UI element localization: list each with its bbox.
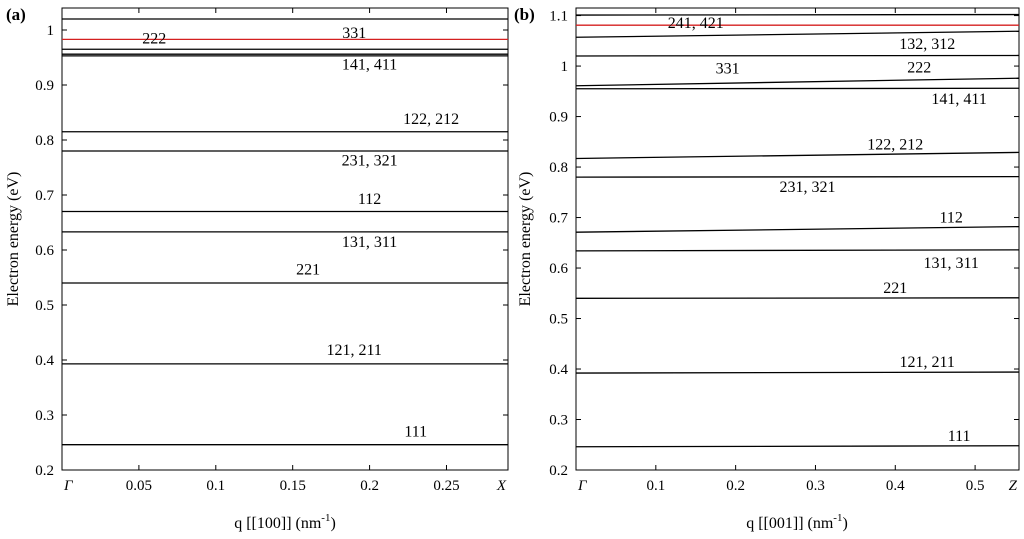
y-tick-label: 0.7 — [549, 211, 568, 227]
panel-b: (b) 0.2 0.3 0.4 0.5 0.6 0.7 0.8 0.9 1 1.1 Γ 0.1 0.2 0.… — [514, 5, 1020, 532]
y-tick-label: 0.4 — [35, 353, 54, 369]
band-line — [575, 30, 1020, 38]
y-tick-label: 0.3 — [549, 413, 568, 429]
x-tick-label: Z — [1009, 478, 1018, 494]
band-line — [575, 445, 1020, 448]
panel-label: (b) — [514, 5, 535, 24]
x-tick-label: 0.2 — [726, 478, 745, 494]
band-line — [575, 371, 1020, 374]
band-label: 222 — [142, 30, 166, 47]
band-label: 331 — [716, 61, 740, 78]
y-tick-label: 0.4 — [549, 362, 568, 378]
y-tick-label: 0.9 — [35, 78, 54, 94]
panel-label: (a) — [6, 5, 26, 24]
x-axis-label-main: q [[001]] (nm — [746, 515, 834, 532]
band-label: 112 — [939, 210, 962, 227]
band-label: 131, 311 — [923, 255, 978, 272]
band-line — [575, 249, 1020, 252]
band-line — [575, 13, 1020, 16]
x-tick-label: 0.15 — [280, 478, 306, 494]
y-tick-label: 0.6 — [35, 243, 54, 259]
y-tick-label: 0.8 — [549, 160, 568, 176]
x-tick-label: Γ — [577, 478, 588, 494]
y-tick-label: 0.7 — [35, 188, 54, 204]
band-label: 141, 411 — [931, 91, 986, 108]
plot-frame — [61, 7, 509, 471]
x-tick-label: Γ — [63, 478, 74, 494]
x-tick-label: 0.25 — [433, 478, 459, 494]
y-tick-label: 1 — [47, 23, 55, 39]
band-line — [575, 175, 1020, 178]
y-tick-label: 0.6 — [549, 261, 568, 277]
x-axis-label-suffix: ) — [330, 515, 335, 532]
band-label: 141, 411 — [342, 57, 397, 74]
band-label: 131, 311 — [342, 234, 397, 251]
band-line — [575, 87, 1020, 90]
band-line — [575, 297, 1020, 299]
band-label: 121, 211 — [327, 342, 382, 359]
band-label: 222 — [907, 60, 931, 77]
band-label: 331 — [342, 25, 366, 42]
y-tick-label: 0.5 — [35, 298, 54, 314]
x-axis-label-superscript: -1 — [321, 512, 330, 524]
band-label: 221 — [883, 280, 907, 297]
x-axis-label-superscript: -1 — [833, 512, 842, 524]
band-label: 221 — [296, 261, 320, 278]
band-label: 231, 321 — [779, 179, 835, 196]
panel-a: (a) 0.2 0.3 0.4 0.5 0.6 0.7 0.8 0.9 1 Γ 0.05 0.1 0.15… — [5, 5, 509, 532]
band-label: 132, 312 — [899, 36, 955, 53]
band-label: 241, 421 — [668, 15, 724, 32]
y-tick-label: 1.1 — [549, 9, 568, 25]
y-tick-label: 0.2 — [549, 463, 568, 479]
plot-frame — [575, 7, 1020, 471]
x-axis-label-main: q [[100]] (nm — [234, 515, 322, 532]
y-tick-label: 0.3 — [35, 408, 54, 424]
band-label: 111 — [404, 424, 427, 441]
y-tick-label: 0.8 — [35, 133, 54, 149]
x-axis-label: q [[001]] (nm-1) — [746, 512, 848, 532]
band-label: 122, 212 — [867, 136, 923, 153]
band-line — [575, 54, 1020, 57]
x-tick-label: 0.1 — [646, 478, 665, 494]
y-tick-label: 0.2 — [35, 463, 54, 479]
y-tick-label: 1 — [561, 59, 569, 75]
x-tick-label: 0.4 — [886, 478, 905, 494]
x-tick-label: X — [496, 478, 507, 494]
band-label: 231, 321 — [342, 152, 398, 169]
band-line — [575, 77, 1020, 87]
x-tick-label: 0.5 — [966, 478, 985, 494]
x-axis-label: q [[100]] (nm-1) — [234, 512, 336, 532]
x-axis-label-suffix: ) — [842, 515, 847, 532]
y-tick-label: 0.5 — [549, 312, 568, 328]
band-label: 111 — [948, 428, 971, 445]
y-tick-label: 0.9 — [549, 110, 568, 126]
x-tick-label: 0.1 — [206, 478, 225, 494]
band-line — [575, 225, 1020, 233]
band-label: 122, 212 — [403, 111, 459, 128]
band-label: 112 — [358, 191, 381, 208]
y-axis-label: Electron energy (eV) — [517, 172, 534, 307]
y-axis-label: Electron energy (eV) — [5, 172, 22, 307]
band-label: 121, 211 — [900, 354, 955, 371]
band-line — [575, 151, 1020, 160]
x-tick-label: 0.3 — [806, 478, 825, 494]
x-tick-label: 0.05 — [126, 478, 152, 494]
x-tick-label: 0.2 — [360, 478, 379, 494]
